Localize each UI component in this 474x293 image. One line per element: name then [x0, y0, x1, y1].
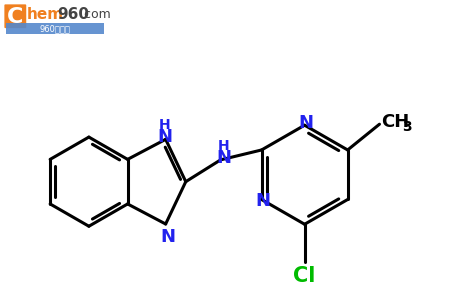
Text: H: H — [218, 139, 229, 153]
Bar — [6, 23, 104, 34]
FancyBboxPatch shape — [4, 4, 26, 28]
Text: 960化工网: 960化工网 — [40, 25, 71, 34]
Text: H: H — [159, 118, 171, 132]
Text: N: N — [255, 193, 270, 210]
Text: N: N — [160, 228, 175, 246]
Text: 960: 960 — [57, 7, 89, 22]
Text: Cl: Cl — [293, 266, 316, 286]
Text: .com: .com — [81, 8, 112, 21]
Text: N: N — [216, 149, 231, 167]
Text: N: N — [298, 114, 313, 132]
Text: CH: CH — [382, 113, 410, 131]
Text: C: C — [7, 7, 24, 27]
Text: 3: 3 — [402, 120, 412, 134]
Text: hem: hem — [27, 7, 64, 22]
Text: N: N — [157, 128, 172, 146]
